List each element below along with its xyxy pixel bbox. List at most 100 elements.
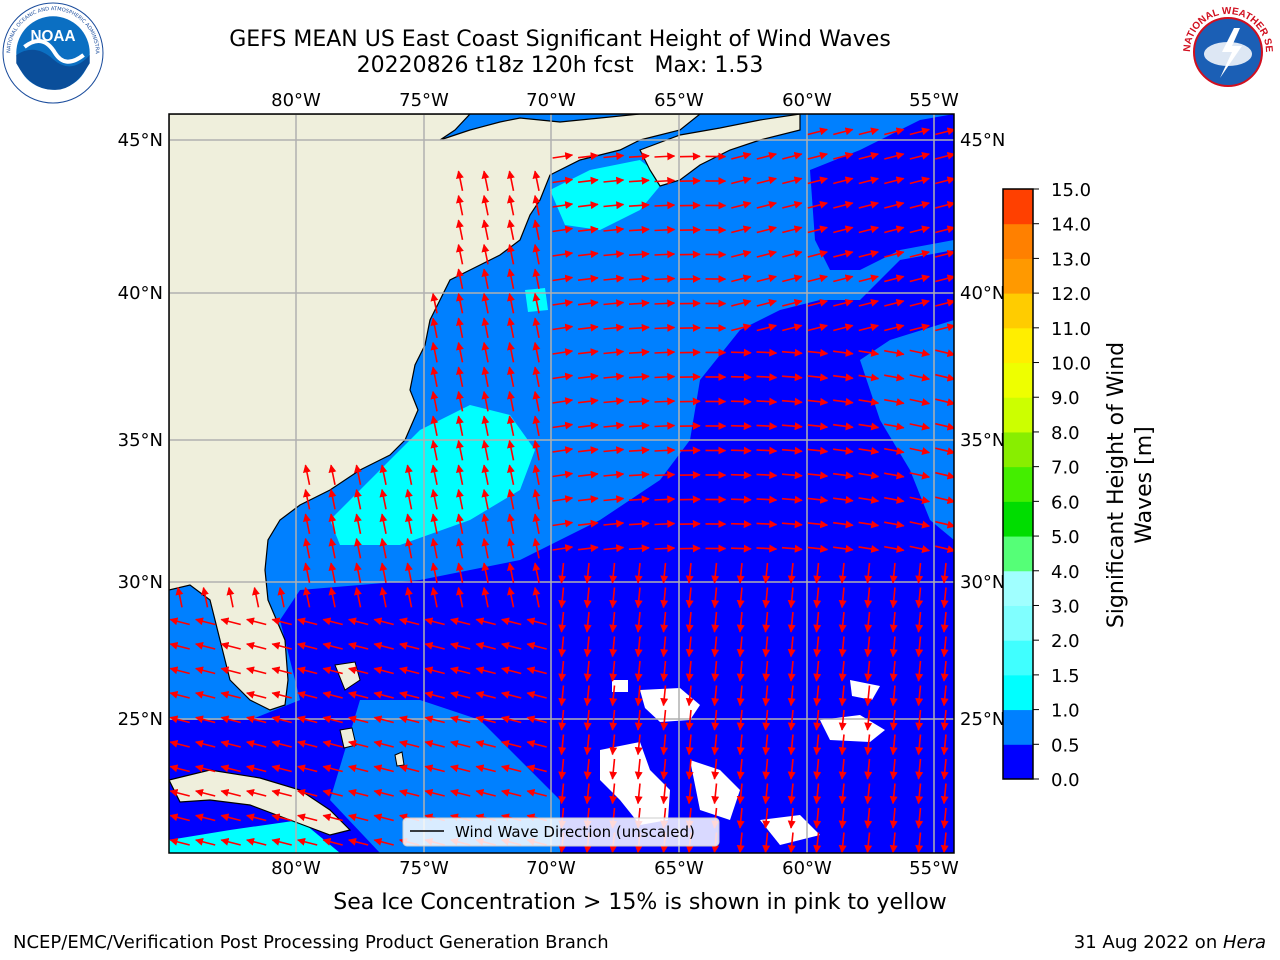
- wave-direction-arrow: [782, 225, 803, 234]
- wave-direction-arrow: [481, 562, 490, 583]
- wave-direction-arrow: [175, 586, 184, 608]
- wave-direction-arrow: [807, 225, 828, 234]
- wave-direction-arrow: [884, 520, 905, 529]
- wave-direction-arrow: [169, 666, 190, 675]
- colorbar-tick-label: 3.0: [1051, 596, 1080, 617]
- wave-direction-arrow: [889, 734, 898, 756]
- wave-direction-arrow: [838, 660, 847, 682]
- wave-direction-arrow: [456, 243, 464, 265]
- wave-direction-arrow: [909, 398, 931, 407]
- colorbar-segment: [1003, 189, 1033, 225]
- wave-direction-arrow: [271, 666, 292, 675]
- lon-tick-top-55w: 55°W: [909, 90, 959, 111]
- wave-direction-arrow: [246, 617, 267, 626]
- wave-direction-arrow: [654, 519, 676, 528]
- wave-direction-arrow: [782, 176, 803, 185]
- wave-direction-arrow: [889, 758, 898, 780]
- wave-direction-arrow: [838, 758, 847, 780]
- wave-direction-arrow: [552, 348, 574, 357]
- wave-direction-arrow: [915, 636, 924, 658]
- wave-direction-arrow: [220, 690, 241, 699]
- wave-direction-arrow: [532, 415, 541, 436]
- wave-direction-arrow: [634, 685, 643, 707]
- wave-direction-arrow: [603, 299, 625, 308]
- wave-direction-arrow: [813, 758, 822, 780]
- wave-direction-arrow: [456, 390, 464, 412]
- wave-direction-arrow: [628, 176, 650, 185]
- wave-direction-arrow: [736, 562, 745, 584]
- wave-direction-arrow: [609, 611, 618, 633]
- wave-direction-arrow: [169, 617, 190, 626]
- wave-direction-arrow: [609, 562, 618, 584]
- wave-direction-arrow: [832, 544, 854, 553]
- wave-direction-arrow: [654, 348, 676, 357]
- colorbar-frame: [1002, 188, 1034, 780]
- wave-direction-arrow: [169, 788, 190, 797]
- wave-direction-arrow: [884, 471, 905, 480]
- wave-direction-arrow: [481, 243, 490, 265]
- sea-ice-note: Sea Ice Concentration > 15% is shown in …: [333, 890, 947, 915]
- wave-direction-arrow: [915, 758, 924, 780]
- wave-direction-arrow: [660, 660, 669, 682]
- wave-direction-arrow: [603, 544, 625, 553]
- wave-direction-arrow: [838, 636, 847, 658]
- map-frame: [168, 113, 955, 854]
- wave-direction-arrow: [782, 274, 803, 283]
- wave-direction-arrow: [379, 513, 388, 534]
- wave-direction-arrow: [424, 788, 445, 797]
- colorbar-tick-label: 13.0: [1051, 249, 1091, 270]
- wave-direction-arrow: [889, 783, 898, 805]
- wave-direction-arrow: [838, 709, 847, 731]
- wave-direction-arrow: [195, 666, 216, 675]
- wave-direction-arrow: [507, 415, 515, 436]
- wave-direction-arrow: [858, 398, 880, 406]
- wave-direction-arrow: [685, 611, 694, 633]
- wave-direction-arrow: [935, 200, 954, 209]
- wave-direction-arrow: [399, 641, 420, 650]
- wave-direction-arrow: [373, 617, 394, 626]
- wave-direction-arrow: [226, 586, 235, 608]
- wave-direction-arrow: [832, 471, 854, 480]
- wave-direction-arrow: [297, 617, 318, 626]
- wave-direction-arrow: [940, 709, 949, 731]
- wave-direction-arrow: [354, 586, 362, 608]
- wave-direction-arrow: [532, 586, 541, 608]
- wave-direction-arrow: [246, 715, 267, 724]
- noaa-logo-text: NOAA: [31, 28, 76, 45]
- wave-direction-arrow: [889, 685, 898, 707]
- wave-direction-arrow: [526, 641, 547, 650]
- wave-direction-arrow: [578, 201, 599, 210]
- wave-direction-arrow: [246, 764, 267, 773]
- wave-direction-arrow: [736, 709, 745, 731]
- wave-direction-arrow: [756, 520, 778, 529]
- wave-direction-arrow: [813, 709, 822, 731]
- wave-direction-arrow: [450, 690, 471, 699]
- wave-direction-arrow: [246, 837, 267, 846]
- wave-direction-arrow: [628, 299, 650, 308]
- wave-direction-arrow: [405, 464, 413, 485]
- wave-direction-arrow: [858, 323, 879, 332]
- wave-direction-arrow: [475, 690, 496, 699]
- wave-direction-arrow: [430, 366, 439, 387]
- wave-direction-arrow: [935, 349, 954, 358]
- wave-direction-arrow: [838, 832, 847, 853]
- wave-direction-arrow: [915, 660, 924, 682]
- wave-direction-arrow: [889, 807, 898, 829]
- wave-direction-arrow: [456, 537, 464, 559]
- wave-direction-arrow: [685, 734, 694, 756]
- wave-direction-arrow: [609, 636, 618, 658]
- wave-direction-arrow: [430, 390, 439, 412]
- wave-direction-arrow: [858, 298, 879, 307]
- lon-tick-bottom-70w: 70°W: [526, 858, 576, 879]
- wave-direction-arrow: [578, 299, 599, 308]
- wave-direction-arrow: [782, 200, 803, 209]
- wave-direction-arrow: [884, 200, 905, 209]
- wave-direction-arrow: [884, 545, 905, 553]
- wave-direction-arrow: [756, 200, 777, 209]
- wave-direction-arrow: [731, 176, 752, 185]
- wave-direction-arrow: [940, 611, 949, 633]
- wave-direction-arrow: [578, 250, 599, 259]
- wave-direction-arrow: [756, 397, 778, 406]
- colorbar-segment: [1003, 466, 1033, 502]
- wave-direction-arrow: [578, 225, 599, 234]
